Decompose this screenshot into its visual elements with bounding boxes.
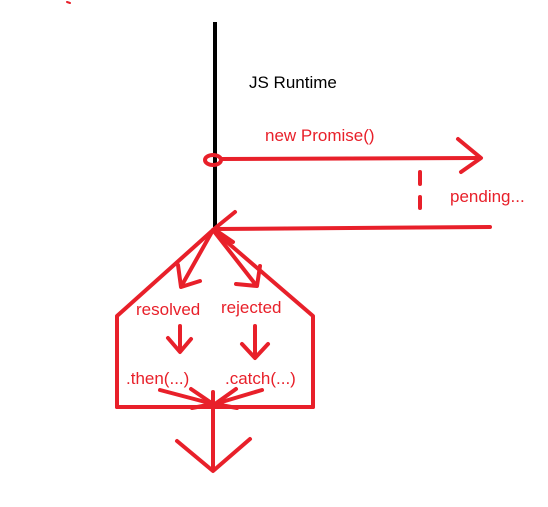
rejected-branch-line	[211, 228, 258, 287]
resolved-label: resolved	[136, 300, 201, 319]
new-promise-arrow-line	[219, 156, 482, 161]
outcome-enclosure-right	[211, 228, 315, 409]
rejected-label: rejected	[221, 298, 282, 317]
rejected-to-catch-arrowhead	[240, 342, 270, 360]
stray-mark	[66, 1, 71, 4]
pending-label: pending...	[450, 187, 525, 206]
return-arrow-line	[213, 225, 492, 231]
continuation-arrowhead	[175, 437, 252, 473]
then-to-merge-line	[158, 388, 215, 406]
then-label: .then(...)	[126, 369, 190, 388]
catch-label: .catch(...)	[225, 369, 296, 388]
resolved-branch-line	[180, 228, 215, 287]
diagram-title: JS Runtime	[249, 73, 337, 92]
outcome-enclosure-left	[115, 228, 215, 409]
new-promise-arrowhead	[456, 137, 483, 174]
resolved-to-then-arrowhead	[166, 336, 193, 354]
catch-to-merge-line	[213, 388, 264, 406]
rejected-branch-arrowhead	[234, 264, 262, 288]
new-promise-label: new Promise()	[265, 126, 375, 145]
resolved-branch-arrowhead	[176, 263, 202, 289]
